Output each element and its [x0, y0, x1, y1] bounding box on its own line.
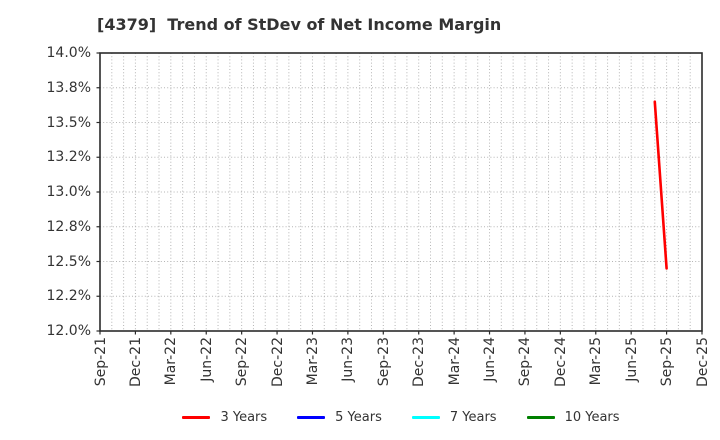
legend-line-icon	[411, 415, 440, 419]
x-tick-label: Sep-23	[375, 337, 392, 387]
x-tick-label: Jun-25	[623, 337, 640, 382]
x-tick-label: Mar-22	[163, 337, 180, 386]
y-tick-label: 12.8%	[46, 218, 91, 235]
legend-item-10-years: 10 Years	[526, 409, 620, 425]
legend-label: 10 Years	[564, 409, 620, 425]
plot-area	[96, 52, 703, 335]
x-tick-label: Dec-24	[552, 337, 569, 387]
y-tick-label: 13.2%	[46, 149, 91, 166]
y-tick-label: 12.5%	[46, 253, 91, 270]
y-tick-label: 12.2%	[46, 288, 91, 305]
legend: 3 Years 5 Years 7 Years 10 Years	[100, 404, 702, 430]
x-tick-label: Sep-25	[659, 337, 676, 387]
y-tick-label: 14.0%	[46, 45, 91, 61]
legend-line-icon	[297, 415, 326, 419]
x-tick-label: Dec-23	[411, 337, 428, 387]
legend-item-5-years: 5 Years	[297, 410, 382, 425]
y-tick-label: 12.0%	[46, 323, 91, 339]
legend-line-icon	[526, 415, 555, 419]
legend-item-3-years: 3 Years	[182, 410, 267, 425]
x-tick-label: Jun-23	[340, 337, 357, 382]
legend-item-7-years: 7 Years	[411, 409, 497, 425]
x-tick-label: Jun-22	[198, 337, 215, 382]
y-axis-labels: 14.0% 13.8% 13.5% 13.2% 13.0% 12.8% 12.5% 12.2%…	[0, 0, 91, 440]
legend-label: 7 Years	[449, 409, 497, 425]
x-tick-label: Sep-22	[234, 337, 251, 387]
x-tick-label: Dec-22	[269, 337, 286, 387]
y-tick-label: 13.5%	[46, 114, 91, 131]
chart-title: [4379] Trend of StDev of Net Income Marg…	[97, 15, 502, 34]
legend-line-icon	[182, 415, 211, 419]
y-tick-label: 13.8%	[46, 79, 91, 96]
x-tick-label: Sep-21	[92, 337, 109, 387]
x-tick-label: Mar-23	[304, 337, 321, 386]
series-line-3-years	[653, 100, 668, 270]
legend-label: 5 Years	[335, 409, 382, 425]
x-tick-label: Dec-25	[694, 337, 711, 387]
legend-label: 3 Years	[220, 409, 268, 425]
x-tick-label: Dec-21	[127, 337, 144, 387]
y-tick-label: 13.0%	[46, 184, 91, 200]
x-tick-label: Sep-24	[517, 337, 534, 387]
x-tick-label: Jun-24	[482, 337, 499, 382]
x-tick-label: Mar-24	[446, 337, 463, 386]
x-tick-label: Mar-25	[588, 337, 605, 386]
